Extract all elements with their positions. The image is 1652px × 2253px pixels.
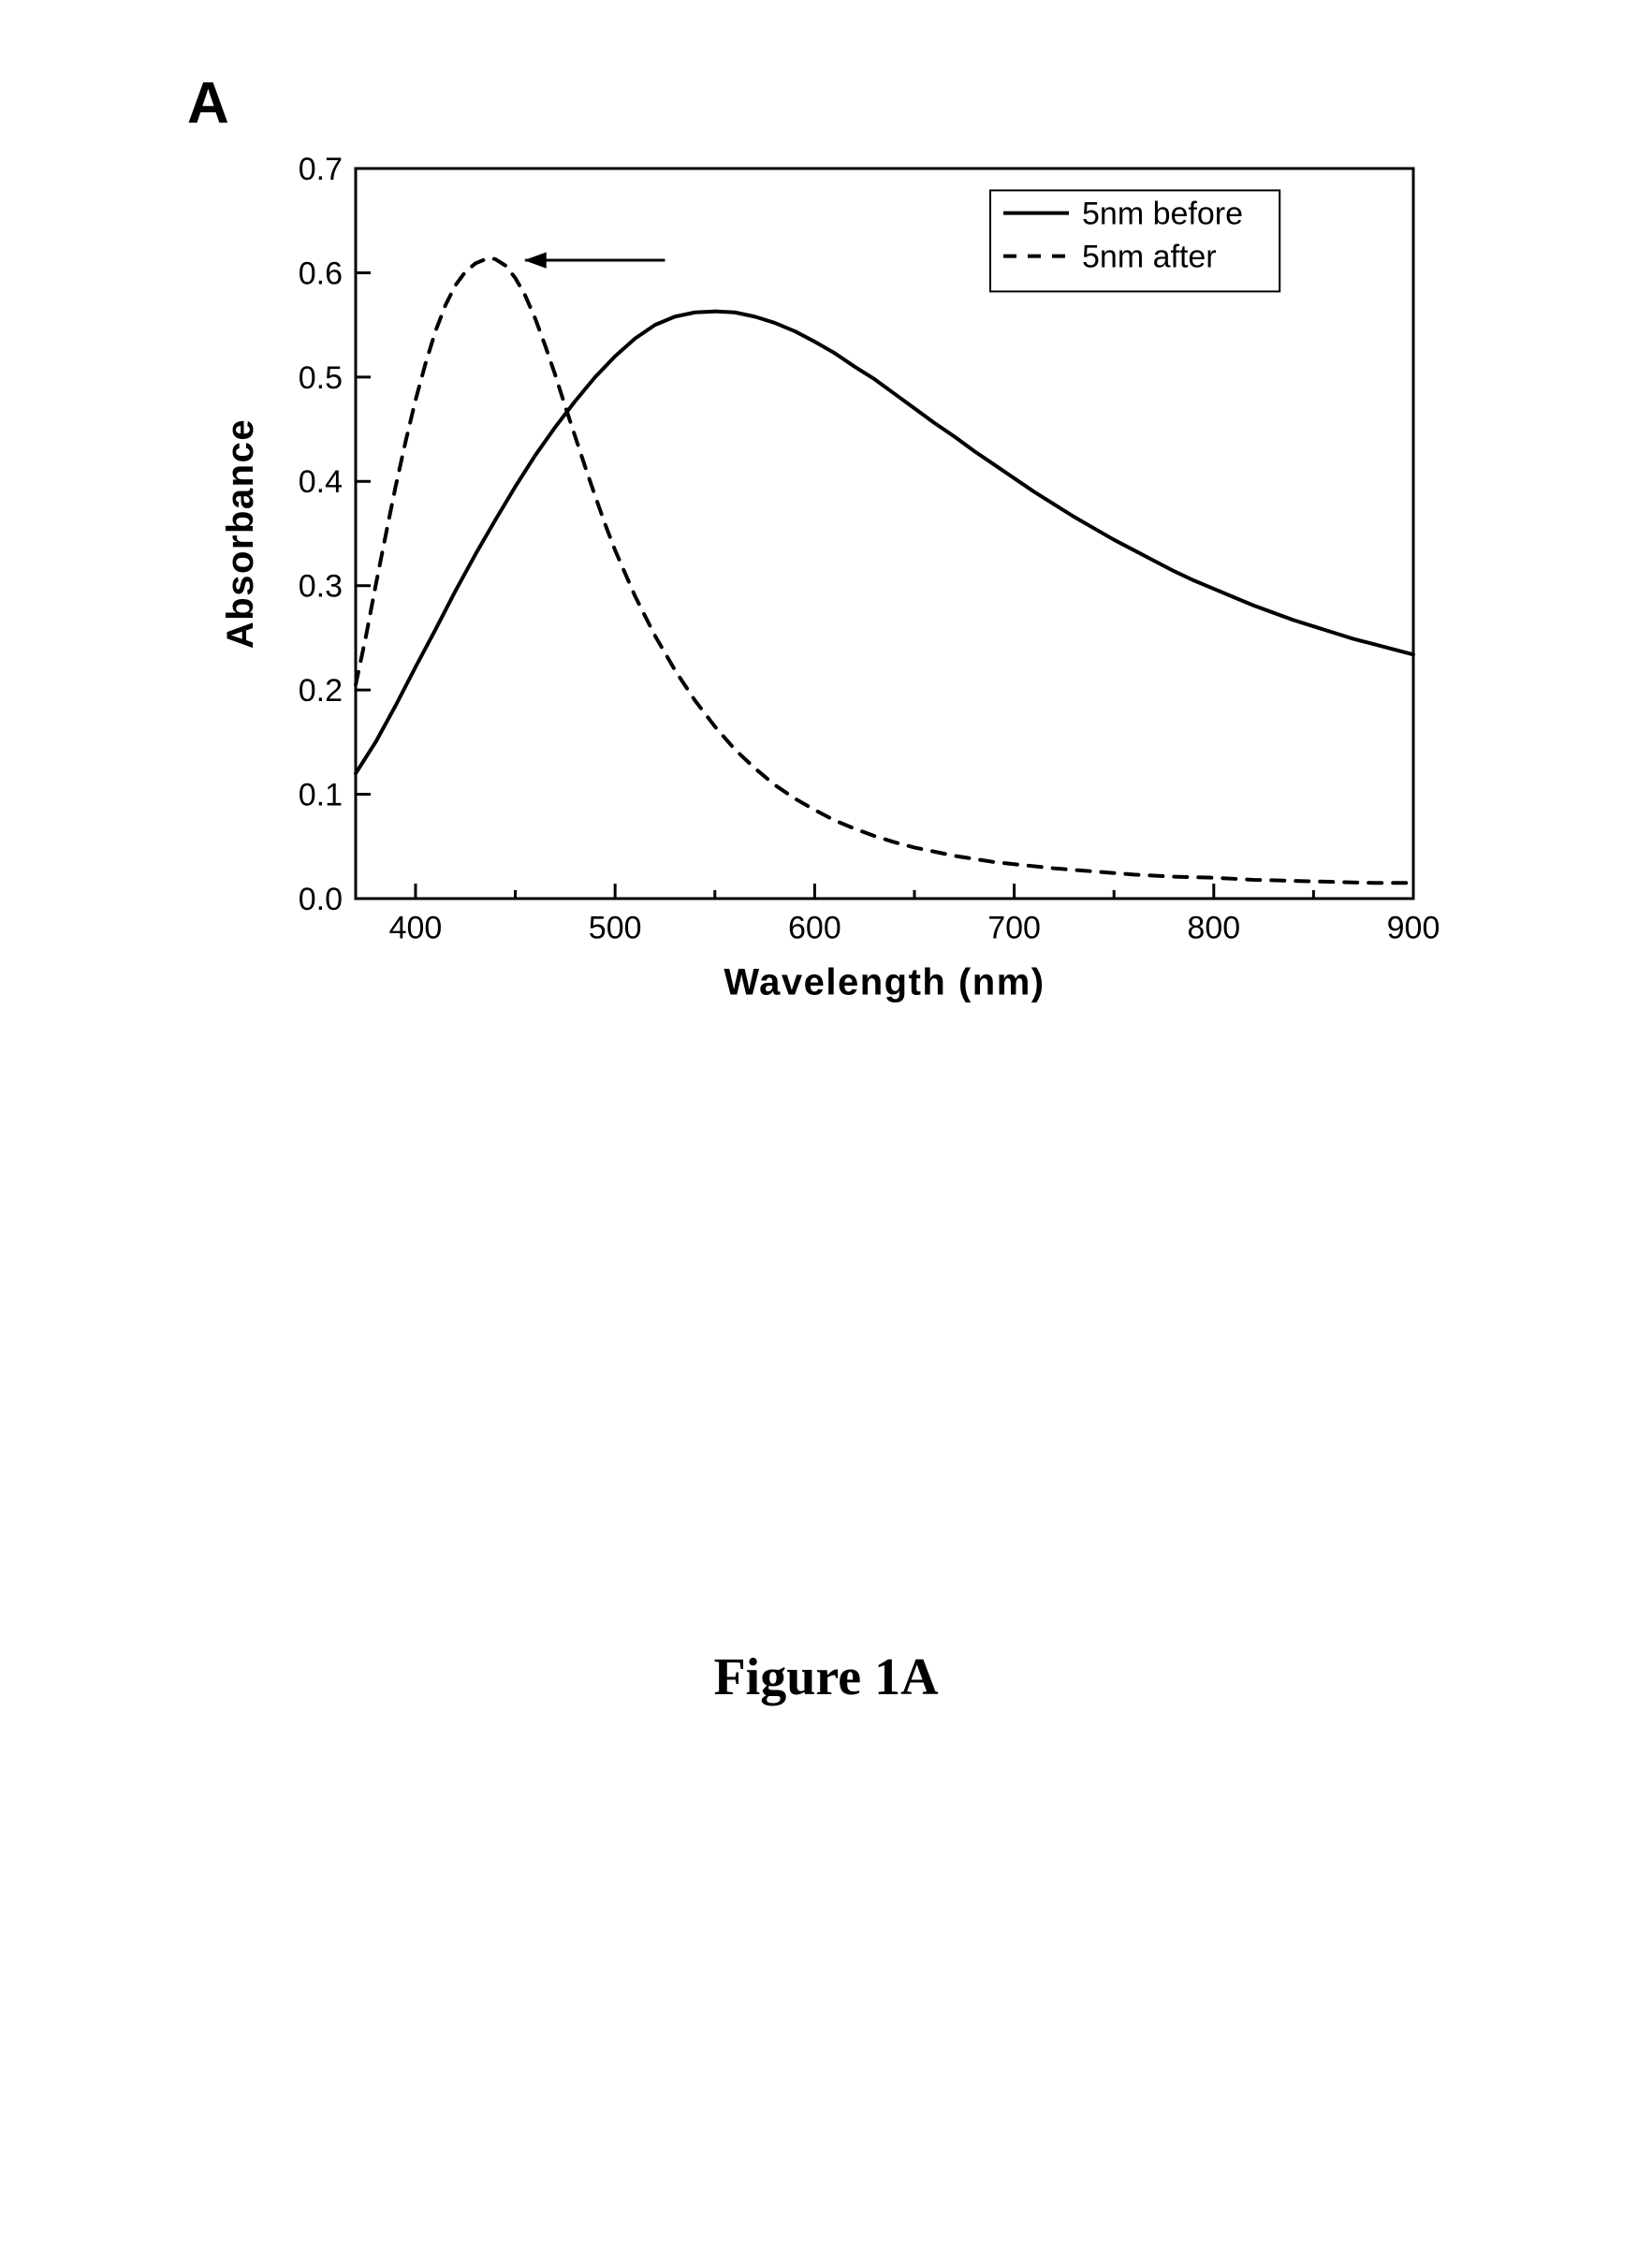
y-tick-label: 0.6: [299, 256, 343, 291]
y-axis-label: Absorbance: [220, 418, 261, 649]
x-axis-label: Wavelength (nm): [724, 962, 1045, 1003]
x-tick-label: 600: [788, 911, 841, 946]
x-tick-label: 900: [1387, 911, 1440, 946]
y-tick-label: 0.1: [299, 777, 343, 812]
x-tick-label: 400: [389, 911, 443, 946]
y-tick-label: 0.2: [299, 673, 343, 709]
legend-label: 5nm before: [1082, 197, 1243, 232]
y-tick-label: 0.0: [299, 882, 343, 917]
y-tick-label: 0.4: [299, 464, 343, 500]
chart-container: 400 500 600 700 800 900 0.0 0.1 0.2 0.3 0.4 0.5 0.6 0…: [140, 150, 1451, 1086]
y-tick-label: 0.3: [299, 569, 343, 605]
x-tick-label: 800: [1187, 911, 1240, 946]
x-tick-label: 700: [987, 911, 1041, 946]
absorbance-chart: 400 500 600 700 800 900 0.0 0.1 0.2 0.3 0.4 0.5 0.6 0…: [140, 150, 1451, 1086]
figure-caption: Figure 1A: [0, 1647, 1652, 1707]
y-tick-label: 0.7: [299, 152, 343, 187]
panel-label: A: [187, 70, 229, 137]
x-tick-label: 500: [589, 911, 642, 946]
page: A 400 500 600 700 800 900 0.0 0.1 0.2 0.3 0.4 0.5 0.…: [0, 0, 1652, 2253]
legend-label: 5nm after: [1082, 240, 1217, 275]
y-tick-label: 0.5: [299, 360, 343, 396]
